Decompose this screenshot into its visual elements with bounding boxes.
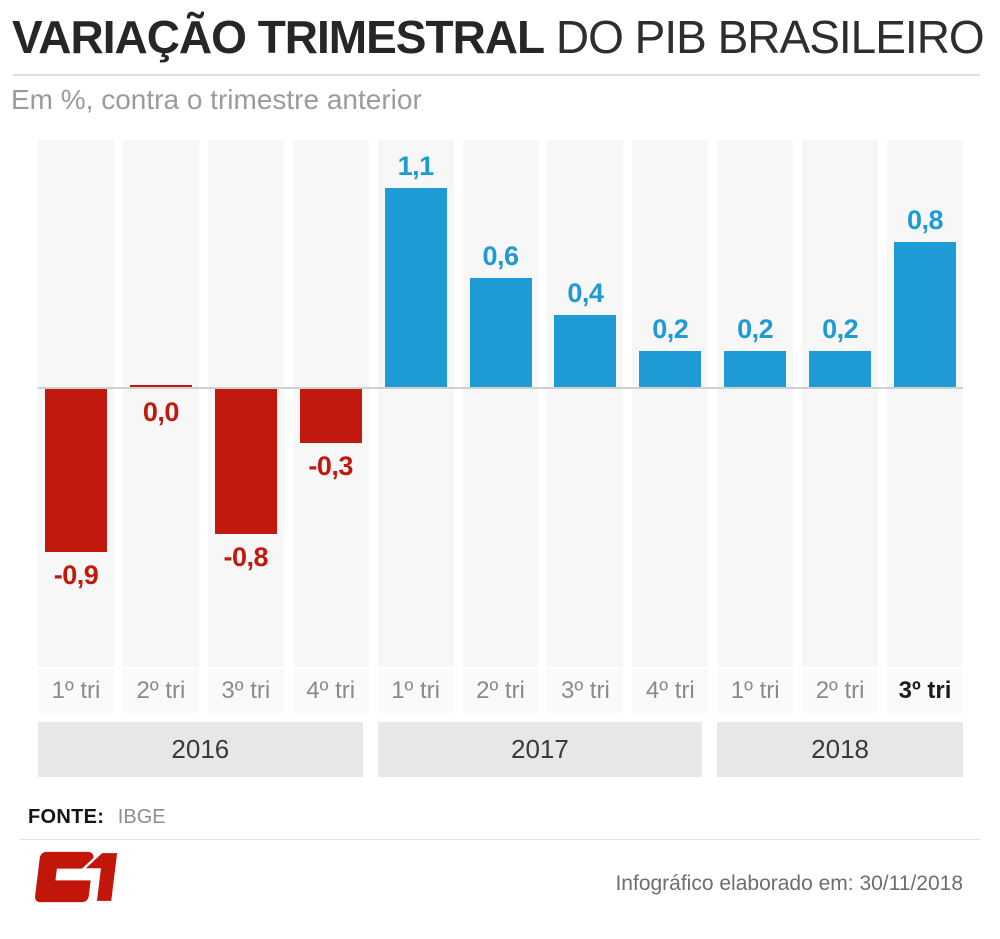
chart-subtitle: Em %, contra o trimestre anterior (11, 84, 422, 115)
column-band (462, 140, 539, 667)
bar-value-label: 0,4 (567, 278, 604, 308)
quarter-label: 1º tri (391, 677, 440, 704)
g1-logo-1 (79, 851, 119, 903)
bar (809, 351, 872, 387)
quarter-label: 4º tri (306, 677, 356, 704)
bar (299, 389, 362, 443)
bar (129, 385, 192, 388)
quarter-label: 2º tri (815, 677, 865, 704)
bar (45, 389, 107, 552)
bar-value-label: 1,1 (397, 151, 435, 181)
bar (724, 351, 787, 387)
year-band: 2016 (38, 722, 363, 777)
bar-value-label: 0,2 (822, 314, 859, 344)
bar-chart: 1º tri -0,9 2º tri 0,0 3º tri -0,8 4º tri -0,3 1… (0, 140, 1000, 800)
page-title-light: DO PIB BRASILEIRO (555, 11, 985, 63)
column-band (547, 140, 624, 667)
column-band (632, 140, 709, 667)
quarter-label: 1º tri (730, 677, 780, 704)
page-title: VARIAÇÃO TRIMESTRAL DO PIB BRASILEIRO (12, 10, 985, 64)
title-divider (13, 74, 980, 76)
year-band: 2017 (377, 722, 703, 777)
bar-value-label: 0,2 (652, 314, 689, 344)
quarter-label: 4º tri (645, 677, 695, 704)
bar-value-label: -0,3 (308, 451, 353, 481)
bar (894, 242, 956, 387)
quarter-label-band (292, 669, 369, 713)
quarter-label: 3º tri (221, 677, 271, 704)
g1-logo (35, 851, 119, 903)
bar (469, 278, 532, 387)
credit-text: Infográfico elaborado em: 30/11/2018 (615, 872, 963, 895)
bar-value-label: 0,0 (142, 397, 180, 427)
quarter-label: 1º tri (51, 677, 101, 704)
source-value: IBGE (117, 806, 166, 828)
source-line: FONTE: IBGE (28, 806, 166, 829)
bar-value-label: -0,9 (53, 560, 99, 590)
quarter-label-band (717, 669, 794, 713)
quarter-label: 3º tri (898, 677, 952, 704)
quarter-label-band (802, 669, 879, 713)
quarter-label: 3º tri (561, 677, 610, 704)
quarter-label-band (632, 669, 709, 713)
quarter-label: 2º tri (136, 677, 186, 704)
source-label: FONTE: (28, 806, 105, 828)
quarter-label-band (122, 669, 199, 713)
quarter-label-band (207, 669, 284, 713)
footer-divider (20, 839, 980, 840)
quarter-label-band (38, 669, 114, 713)
bar-value-label: 0,8 (906, 205, 944, 235)
year-band: 2018 (717, 722, 963, 777)
quarter-label-band (462, 669, 539, 713)
column-band (122, 140, 199, 667)
bar (214, 389, 277, 534)
bar-value-label: -0,8 (223, 542, 269, 572)
bar-value-label: 0,2 (737, 314, 774, 344)
quarter-label: 2º tri (476, 677, 525, 704)
quarter-label-band (547, 669, 624, 713)
bar (554, 315, 617, 387)
column-band (887, 140, 963, 667)
column-band (717, 140, 794, 667)
page-title-bold: VARIAÇÃO TRIMESTRAL (12, 11, 545, 63)
bar (384, 188, 447, 387)
g1-logo-g (35, 851, 94, 903)
zero-baseline (38, 387, 963, 389)
quarter-label-band (377, 669, 454, 713)
quarter-label-band (887, 669, 963, 713)
bar (639, 351, 702, 387)
column-band (802, 140, 879, 667)
bar-value-label: 0,6 (482, 241, 519, 271)
